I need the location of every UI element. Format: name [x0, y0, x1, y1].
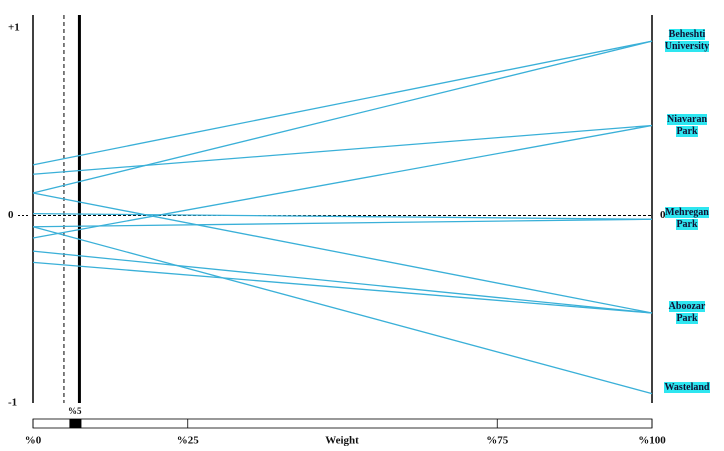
sensitivity-line	[32, 226, 653, 395]
right-zero-label: 0	[660, 209, 666, 221]
alternative-name: Mehregan Park	[665, 207, 709, 231]
x-tick-label: %0	[25, 435, 42, 447]
x-tick-label: %25	[177, 435, 200, 447]
sensitivity-line	[32, 40, 653, 194]
sensitivity-line	[32, 124, 653, 175]
alternative-name: Aboozar Park	[668, 301, 706, 324]
alternative-label: Niavaran Park	[661, 113, 713, 138]
weight-bar-indicator	[69, 419, 82, 428]
sensitivity-line	[32, 40, 653, 166]
sensitivity-line	[32, 212, 653, 220]
weight-marker-label: %5	[68, 406, 82, 416]
y-tick-label: 0	[8, 209, 14, 221]
alternative-label: Beheshti University	[661, 29, 713, 53]
sensitivity-line	[32, 192, 653, 314]
alternative-label: Wasteland	[661, 381, 713, 394]
y-tick-label: +1	[8, 22, 20, 34]
y-tick-label: -1	[8, 397, 17, 409]
sensitivity-line	[32, 218, 653, 228]
alternative-name: Niavaran Park	[667, 113, 707, 137]
alternative-name: Wasteland	[664, 381, 710, 393]
sensitivity-line	[32, 250, 653, 314]
alternative-name: Beheshti University	[664, 29, 710, 53]
alternative-label: Mehregan Park	[661, 207, 713, 231]
x-tick-label: %75	[486, 435, 509, 447]
sensitivity-line	[32, 124, 653, 239]
weight-bar	[32, 418, 653, 429]
x-axis-label: Weight	[325, 435, 359, 447]
x-tick-label: %100	[638, 435, 666, 447]
sensitivity-line	[32, 261, 653, 314]
alternative-label: Aboozar Park	[661, 301, 713, 325]
